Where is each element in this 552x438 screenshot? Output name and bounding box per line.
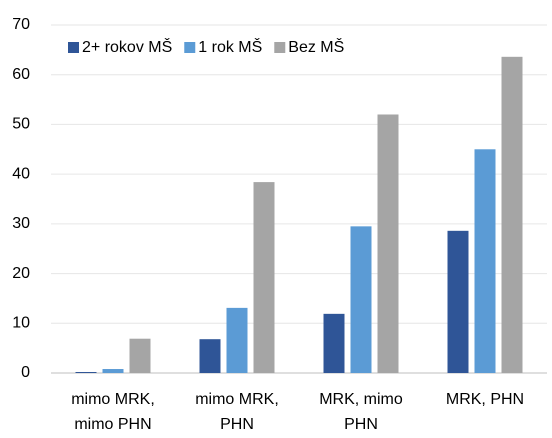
legend-swatch (274, 42, 286, 53)
y-tick-label: 10 (12, 315, 30, 332)
bar (447, 230, 469, 373)
y-tick-label: 0 (21, 364, 30, 381)
y-tick-label: 50 (12, 116, 30, 133)
bar (377, 114, 399, 373)
bar (350, 226, 372, 373)
x-tick-label: MRK, mimo PHN (319, 391, 403, 433)
bar (253, 182, 275, 373)
x-tick-label: mimo MRK, PHN (195, 391, 279, 433)
legend-label: 1 rok MŠ (198, 37, 262, 56)
legend-swatch (184, 42, 196, 53)
bar (226, 307, 248, 373)
y-tick-label: 30 (12, 215, 30, 232)
bar (474, 149, 496, 373)
y-tick-label: 60 (12, 66, 30, 83)
legend-label: Bez MŠ (288, 37, 344, 56)
bar (75, 372, 97, 373)
bar (323, 313, 345, 373)
x-tick-label: MRK, PHN (446, 391, 524, 408)
bar (501, 56, 523, 374)
x-tick-label: mimo MRK, mimo PHN (71, 391, 155, 433)
y-tick-label: 70 (12, 16, 30, 33)
bar (129, 338, 151, 373)
y-tick-label: 40 (12, 165, 30, 182)
y-tick-label: 20 (12, 265, 30, 282)
legend-swatch (68, 42, 79, 53)
legend-label: 2+ rokov MŠ (82, 37, 172, 56)
bar (199, 339, 221, 373)
bar (102, 369, 124, 373)
